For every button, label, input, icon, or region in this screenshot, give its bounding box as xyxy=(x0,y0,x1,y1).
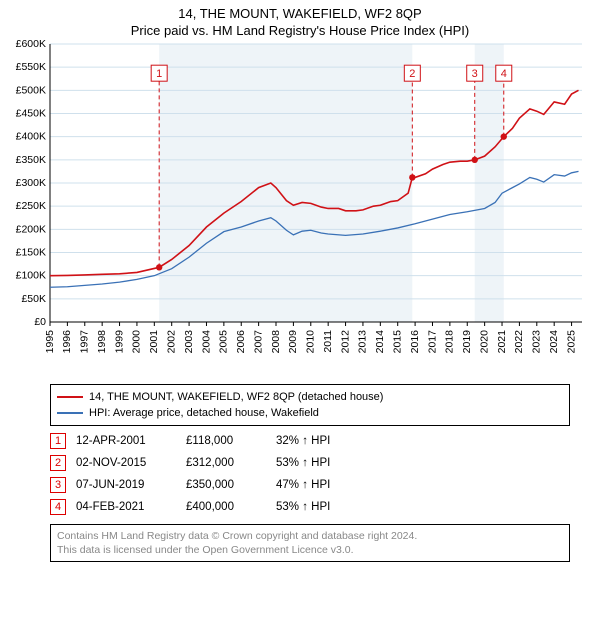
svg-text:2: 2 xyxy=(409,68,415,80)
footer-line: This data is licensed under the Open Gov… xyxy=(57,543,563,557)
svg-text:£450K: £450K xyxy=(16,108,46,120)
sale-marker-icon: 3 xyxy=(50,477,66,493)
svg-text:2020: 2020 xyxy=(478,330,490,354)
svg-text:2019: 2019 xyxy=(461,330,473,354)
svg-text:2001: 2001 xyxy=(148,330,160,354)
svg-text:2016: 2016 xyxy=(409,330,421,354)
page-subtitle: Price paid vs. HM Land Registry's House … xyxy=(0,23,600,38)
sale-date: 04-FEB-2021 xyxy=(76,501,186,513)
svg-text:2002: 2002 xyxy=(165,330,177,354)
svg-text:2023: 2023 xyxy=(531,330,543,354)
svg-text:2010: 2010 xyxy=(305,330,317,354)
svg-text:2022: 2022 xyxy=(513,330,525,354)
legend: 14, THE MOUNT, WAKEFIELD, WF2 8QP (detac… xyxy=(50,384,570,426)
svg-text:2005: 2005 xyxy=(218,330,230,354)
table-row: 2 02-NOV-2015 £312,000 53% ↑ HPI xyxy=(50,452,570,474)
legend-swatch xyxy=(57,412,83,414)
svg-text:1998: 1998 xyxy=(96,330,108,354)
svg-text:1997: 1997 xyxy=(79,330,91,354)
sale-date: 07-JUN-2019 xyxy=(76,479,186,491)
svg-text:1999: 1999 xyxy=(113,330,125,354)
svg-text:2000: 2000 xyxy=(131,330,143,354)
sale-price: £350,000 xyxy=(186,479,276,491)
svg-text:£200K: £200K xyxy=(16,223,46,235)
legend-label: 14, THE MOUNT, WAKEFIELD, WF2 8QP (detac… xyxy=(89,389,383,405)
svg-text:1: 1 xyxy=(156,68,162,80)
table-row: 1 12-APR-2001 £118,000 32% ↑ HPI xyxy=(50,430,570,452)
footer-line: Contains HM Land Registry data © Crown c… xyxy=(57,529,563,543)
svg-text:2017: 2017 xyxy=(426,330,438,354)
svg-text:£300K: £300K xyxy=(16,177,46,189)
svg-text:2003: 2003 xyxy=(183,330,195,354)
sale-delta: 53% ↑ HPI xyxy=(276,501,386,513)
legend-swatch xyxy=(57,396,83,398)
svg-text:2018: 2018 xyxy=(444,330,456,354)
sale-marker-icon: 1 xyxy=(50,433,66,449)
svg-text:2007: 2007 xyxy=(252,330,264,354)
svg-text:2011: 2011 xyxy=(322,330,334,353)
svg-text:£150K: £150K xyxy=(16,247,46,259)
svg-text:2009: 2009 xyxy=(287,330,299,354)
svg-text:£600K: £600K xyxy=(16,38,46,50)
page-title: 14, THE MOUNT, WAKEFIELD, WF2 8QP xyxy=(0,6,600,21)
sale-date: 02-NOV-2015 xyxy=(76,457,186,469)
svg-text:£0: £0 xyxy=(34,316,46,328)
sale-price: £118,000 xyxy=(186,435,276,447)
svg-text:£50K: £50K xyxy=(21,293,46,305)
svg-text:1996: 1996 xyxy=(61,330,73,354)
sale-price: £400,000 xyxy=(186,501,276,513)
table-row: 3 07-JUN-2019 £350,000 47% ↑ HPI xyxy=(50,474,570,496)
svg-text:2013: 2013 xyxy=(357,330,369,354)
svg-text:2006: 2006 xyxy=(235,330,247,354)
svg-text:2014: 2014 xyxy=(374,330,386,354)
sale-marker-icon: 4 xyxy=(50,499,66,515)
svg-text:2008: 2008 xyxy=(270,330,282,354)
sale-delta: 53% ↑ HPI xyxy=(276,457,386,469)
svg-text:£350K: £350K xyxy=(16,154,46,166)
table-row: 4 04-FEB-2021 £400,000 53% ↑ HPI xyxy=(50,496,570,518)
sale-delta: 47% ↑ HPI xyxy=(276,479,386,491)
legend-item: 14, THE MOUNT, WAKEFIELD, WF2 8QP (detac… xyxy=(57,389,563,405)
svg-text:£250K: £250K xyxy=(16,200,46,212)
sales-table: 1 12-APR-2001 £118,000 32% ↑ HPI 2 02-NO… xyxy=(50,430,570,518)
svg-text:£100K: £100K xyxy=(16,270,46,282)
svg-text:2012: 2012 xyxy=(339,330,351,354)
sale-delta: 32% ↑ HPI xyxy=(276,435,386,447)
svg-text:3: 3 xyxy=(472,68,478,80)
svg-text:2024: 2024 xyxy=(548,330,560,354)
svg-text:2015: 2015 xyxy=(391,330,403,354)
svg-text:£550K: £550K xyxy=(16,61,46,73)
svg-text:2025: 2025 xyxy=(565,330,577,354)
sale-marker-icon: 2 xyxy=(50,455,66,471)
svg-text:1995: 1995 xyxy=(44,330,56,354)
legend-item: HPI: Average price, detached house, Wake… xyxy=(57,405,563,421)
svg-text:2021: 2021 xyxy=(496,330,508,354)
svg-text:4: 4 xyxy=(501,68,507,80)
sale-price: £312,000 xyxy=(186,457,276,469)
svg-text:2004: 2004 xyxy=(200,330,212,354)
legend-label: HPI: Average price, detached house, Wake… xyxy=(89,405,319,421)
svg-text:£500K: £500K xyxy=(16,84,46,96)
attribution-footer: Contains HM Land Registry data © Crown c… xyxy=(50,524,570,562)
svg-text:£400K: £400K xyxy=(16,131,46,143)
sale-date: 12-APR-2001 xyxy=(76,435,186,447)
price-chart: £0 £50K £100K £150K £200K £250K £300K £350K £400… xyxy=(0,38,600,378)
